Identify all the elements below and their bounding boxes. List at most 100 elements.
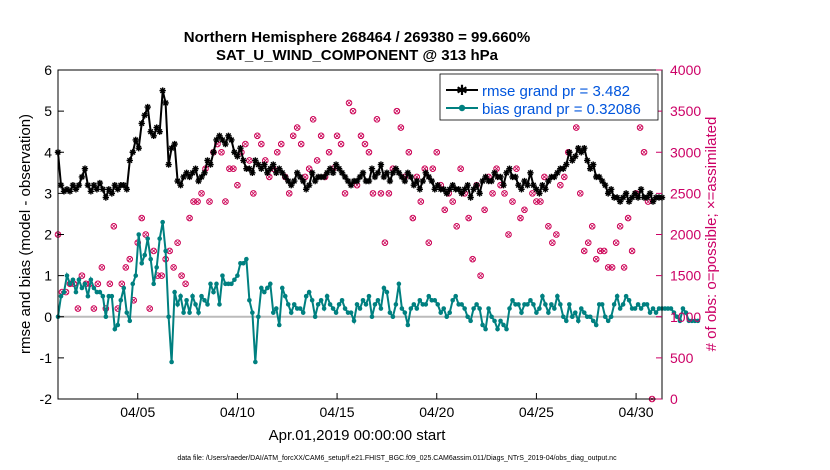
legend-rmse-marker: ✱ — [456, 82, 468, 98]
bias-point — [572, 310, 578, 315]
obs-count-point — [150, 247, 157, 255]
bias-point — [378, 306, 384, 311]
bias-point — [674, 314, 680, 320]
bias-point — [599, 302, 605, 307]
bias-point — [683, 310, 689, 315]
rmse-point — [482, 173, 489, 181]
obs-assimilated-mark — [482, 207, 487, 213]
obs-assimilated-mark — [326, 149, 332, 155]
bias-point — [300, 310, 306, 315]
bias-point — [336, 302, 342, 307]
rmse-point — [604, 190, 612, 197]
bias-point — [333, 310, 339, 315]
rmse-point — [407, 173, 415, 181]
x-axis: 04/05 04/10 04/15 04/20 04/25 04/30 — [120, 393, 654, 420]
obs-count-point — [549, 239, 556, 247]
obs-assimilated-mark — [382, 240, 388, 246]
plot-area — [58, 70, 662, 399]
obs-count-point — [349, 107, 357, 115]
obs-count-point — [110, 222, 118, 230]
bias-point — [178, 293, 183, 299]
rmse-point — [93, 186, 101, 193]
bias-point — [414, 306, 420, 311]
obs-assimilated-mark — [538, 199, 543, 204]
obs-count-point — [222, 198, 229, 205]
rmse-point — [75, 181, 83, 189]
bias-point — [262, 289, 267, 295]
rmse-point — [404, 169, 412, 177]
obs-count-point — [596, 247, 604, 255]
obs-assimilated-mark — [506, 232, 511, 237]
rmse-point — [461, 186, 468, 193]
rmse-point — [195, 177, 202, 185]
obs-assimilated-mark — [621, 265, 627, 270]
bias-point — [405, 322, 411, 328]
rmse-point — [476, 190, 483, 197]
rmse-point — [123, 186, 130, 193]
bias-point — [417, 298, 423, 303]
obs-assimilated-mark — [542, 174, 547, 180]
bias-point — [273, 306, 279, 311]
footer-datafile: data file: /Users/raeder/DAI/ATM_forcXX/… — [177, 455, 617, 462]
bias-point — [462, 306, 467, 311]
obs-assimilated-mark — [442, 207, 448, 213]
rmse-point — [613, 194, 621, 201]
bias-point — [602, 314, 608, 320]
bias-point — [166, 314, 171, 320]
bias-point — [250, 310, 255, 315]
bias-point — [555, 293, 560, 299]
rmse-point — [225, 132, 232, 139]
obs-assimilated-mark — [454, 223, 459, 229]
rmse-point — [488, 177, 495, 185]
rmse-point — [246, 165, 253, 172]
rmse-point — [87, 188, 95, 195]
obs-count-point — [441, 206, 449, 214]
rmse-point — [401, 177, 409, 185]
y2-tick-label: 4000 — [670, 62, 701, 78]
bias-point — [519, 310, 524, 315]
rmse-point — [249, 169, 256, 177]
rmse-point — [380, 173, 388, 181]
obs-count-point — [377, 190, 385, 197]
rmse-point — [458, 190, 465, 197]
obs-assimilated-mark — [111, 223, 117, 229]
obs-count-point — [385, 190, 393, 197]
obs-count-point — [517, 214, 524, 222]
bias-point — [525, 302, 530, 307]
bias-point — [510, 298, 515, 303]
rmse-point — [607, 186, 615, 193]
x-tick-label: 04/25 — [519, 404, 554, 420]
rmse-point — [347, 181, 355, 189]
rmse-point — [150, 132, 157, 139]
bias-point — [139, 260, 145, 266]
rmse-point — [305, 181, 313, 189]
x-tick-label: 04/20 — [419, 404, 454, 420]
bias-point — [76, 277, 82, 283]
y-tick-label: 6 — [44, 62, 52, 78]
bias-point — [575, 318, 581, 324]
obs-count-point — [561, 173, 568, 181]
obs-assimilated-mark — [179, 273, 184, 278]
obs-assimilated-mark — [354, 182, 360, 188]
y-tick-label: 1 — [44, 268, 52, 284]
rmse-point — [413, 177, 421, 185]
rmse-point — [601, 181, 609, 189]
obs-assimilated-mark — [119, 281, 125, 287]
rmse-point — [84, 181, 92, 189]
rmse-point — [234, 153, 241, 160]
bias-point — [650, 306, 656, 311]
rmse-point — [63, 186, 71, 193]
obs-assimilated-mark — [558, 182, 563, 188]
rmse-point — [416, 186, 424, 193]
bias-point — [142, 252, 148, 258]
obs-assimilated-mark — [247, 158, 252, 163]
bias-point — [259, 285, 264, 291]
bias-point — [381, 285, 387, 291]
obs-count-point — [313, 157, 321, 164]
obs-count-point — [501, 190, 508, 197]
bias-point — [184, 298, 189, 303]
legend-rmse-label: rmse grand pr = 3.482 — [482, 83, 630, 100]
obs-count-point — [78, 272, 86, 279]
obs-assimilated-mark — [502, 191, 507, 196]
obs-assimilated-mark — [358, 133, 364, 139]
